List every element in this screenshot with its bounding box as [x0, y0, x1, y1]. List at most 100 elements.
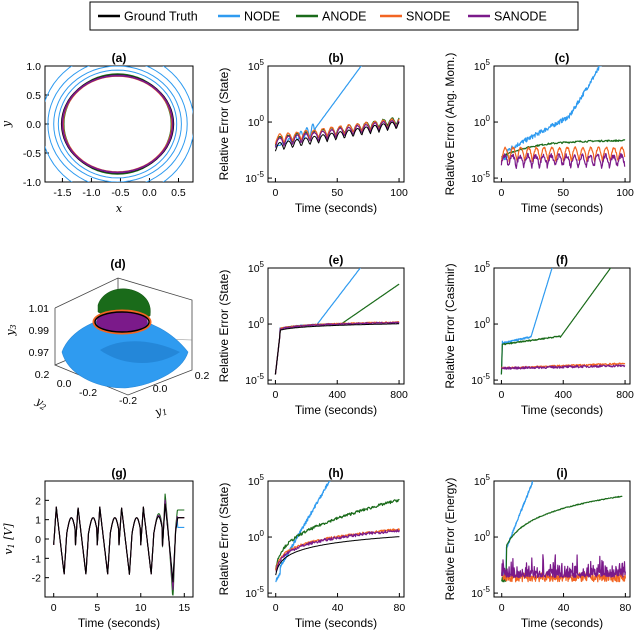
panel-g-xtick-label: 0 — [51, 602, 57, 614]
panel-i-title: (i) — [556, 466, 567, 480]
panel-a-xtick-label: -1.5 — [53, 187, 71, 199]
panel-h-ytick-label: 100 — [248, 529, 265, 544]
panel-g-ytick-label: 2 — [35, 495, 41, 507]
panel-f-frame — [493, 267, 631, 385]
panel-c-xtick-label: 100 — [616, 187, 634, 199]
panel-i-xlabel: Time (seconds) — [521, 616, 603, 630]
series-c-node — [500, 66, 602, 161]
d-sanode-ring — [96, 312, 148, 332]
panel-a-title: (a) — [112, 51, 127, 65]
series-h-ground-truth — [275, 536, 400, 576]
panel-g: (g) 0 5 10 15 -2 -1 0 1 2 Time (seconds) v1 [V] — [2, 466, 194, 630]
panel-b-ytick-label: 10-5 — [245, 170, 264, 185]
series-h-node — [275, 481, 331, 583]
d-truth-ring — [94, 311, 150, 333]
panel-a-xtick-label: 0.5 — [171, 187, 186, 199]
d-zlabel: y3 — [4, 324, 18, 336]
d-snode-ring — [92, 309, 152, 335]
panel-b-xtick-label: 50 — [331, 187, 343, 199]
series-c-sanode — [500, 152, 626, 169]
panel-f-ytick-label: 100 — [474, 316, 491, 331]
panel-a-xtick-label: -0.5 — [111, 187, 129, 199]
panel-b-title: (b) — [328, 51, 343, 65]
panel-i-xtick-label: 80 — [620, 602, 632, 614]
panel-c-ytick-label: 105 — [474, 58, 491, 73]
panel-e-frame — [267, 267, 405, 385]
legend-label-anode: ANODE — [322, 10, 366, 24]
panel-c-ytick-label: 10-5 — [471, 170, 490, 185]
panel-h-ytick-label: 105 — [248, 473, 265, 488]
panel-e-ytick-label: 105 — [248, 260, 265, 275]
panel-a-ylabel: y — [0, 120, 13, 128]
panel-e-xtick-label: 400 — [328, 389, 346, 401]
panel-e: (e) 0 400 800 10-5 100 105 Time (seconds) Relati… — [217, 253, 408, 417]
series-i-snode — [501, 572, 626, 583]
panel-i: (i) 0 40 80 10-5 100 105 Time (seconds) Relative… — [443, 466, 631, 630]
panel-b-ytick-label: 100 — [248, 114, 265, 129]
panel-b-ylabel: Relative Error (State) — [217, 68, 231, 181]
panel-h-ylabel: Relative Error (State) — [217, 483, 231, 596]
panel-g-title: (g) — [111, 466, 126, 480]
panel-h-frame — [267, 480, 405, 598]
panel-c: (c) 0 50 100 10-5 100 105 Time (seconds) Relativ… — [443, 51, 634, 215]
panel-c-ytick-label: 100 — [474, 114, 491, 129]
panel-a-ytick-label: 0.0 — [26, 119, 41, 131]
d-ztick-1: 0.99 — [29, 325, 50, 337]
panel-b-xlabel: Time (seconds) — [295, 201, 377, 215]
panel-f-ylabel: Relative Error (Casimir) — [443, 263, 457, 388]
panel-a-xtick-label: -1.0 — [82, 187, 100, 199]
panel-e-xtick-label: 800 — [390, 389, 408, 401]
panel-i-xtick-label: 0 — [499, 602, 505, 614]
panel-e-ylabel: Relative Error (State) — [217, 270, 231, 383]
series-b-sanode — [274, 120, 400, 148]
panel-h: (h) 0 40 80 10-5 100 105 Time (seconds) Relative… — [217, 466, 405, 630]
orbit-node — [57, 69, 178, 179]
series-e-ground-truth — [274, 323, 400, 375]
panel-g-xtick-label: 5 — [94, 602, 100, 614]
panel-h-xlabel: Time (seconds) — [295, 616, 377, 630]
d-y1tick-0: -0.2 — [119, 395, 137, 407]
panel-e-ytick-label: 100 — [248, 316, 265, 331]
panel-h-xtick-label: 0 — [273, 602, 279, 614]
panel-d-title: (d) — [110, 257, 125, 271]
orbit-node — [53, 66, 182, 182]
panel-e-xlabel: Time (seconds) — [295, 403, 377, 417]
d-y2tick-1: 0.0 — [57, 378, 72, 390]
d-y2label: y2 — [32, 394, 50, 412]
panel-f-xtick-label: 800 — [616, 389, 634, 401]
legend-label-node: NODE — [244, 10, 280, 24]
series-h-sanode — [275, 529, 400, 572]
panel-h-ytick-label: 10-5 — [245, 585, 264, 600]
d-y1label: y1 — [152, 403, 168, 420]
panel-g-xtick-label: 10 — [135, 602, 147, 614]
panel-e-xtick-label: 0 — [272, 389, 278, 401]
legend: Ground Truth NODE ANODE SNODE SANODE — [89, 1, 579, 31]
orbit-node — [47, 66, 188, 182]
panel-h-xtick-label: 40 — [332, 602, 344, 614]
d-y2tick-2: -0.2 — [79, 387, 97, 399]
panel-f-xtick-label: 400 — [554, 389, 572, 401]
d-y2tick-0: 0.2 — [35, 369, 50, 381]
panel-i-ylabel: Relative Error (Energy) — [443, 478, 457, 601]
panel-e-ytick-label: 10-5 — [245, 372, 264, 387]
panel-b-xtick-label: 100 — [390, 187, 408, 199]
panel-i-frame — [493, 480, 631, 598]
panel-c-ylabel: Relative Error (Ang. Mom.) — [443, 53, 457, 196]
panel-f: (f) 0 400 800 10-5 100 105 Time (seconds) Relati… — [443, 253, 634, 417]
panel-i-ytick-label: 10-5 — [471, 585, 490, 600]
legend-label-sanode: SANODE — [494, 10, 547, 24]
series-b-ground-truth — [274, 121, 400, 152]
panel-a-xtick-label: 0.0 — [142, 187, 157, 199]
panel-g-ytick-label: 0 — [35, 534, 41, 546]
panel-d: (d) 0.97 0.99 1.01 y3 0.2 0.0 -0.2 y2 -0… — [4, 257, 209, 420]
panel-h-xtick-label: 80 — [394, 602, 406, 614]
series-e-snode — [274, 321, 400, 375]
panel-h-title: (h) — [328, 466, 343, 480]
panel-e-title: (e) — [329, 253, 344, 267]
panel-a-ytick-label: 1.0 — [26, 61, 41, 73]
panel-a-ytick-label: 0.5 — [26, 90, 41, 102]
panel-c-frame — [493, 65, 631, 183]
panel-i-ytick-label: 105 — [474, 473, 491, 488]
d-y1tick-1: 0.0 — [153, 383, 168, 395]
panel-b: (b) 0 50 100 10-5 100 105 Time (seconds) Relativ… — [217, 51, 408, 215]
